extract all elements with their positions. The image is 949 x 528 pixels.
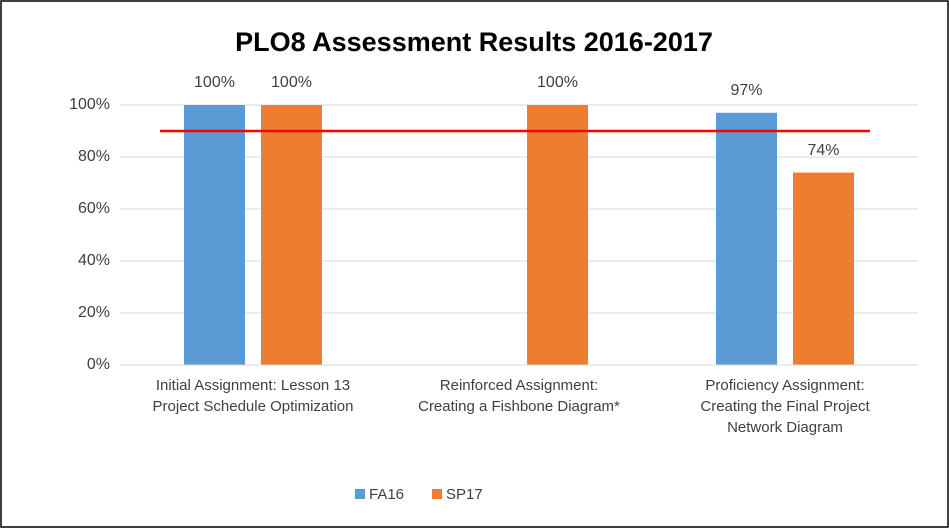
x-tick-label: Initial Assignment: Lesson 13 Project Sc… [152,377,354,415]
legend-swatch [432,489,442,499]
data-label: 100% [271,74,312,91]
y-tick-label: 20% [78,304,110,321]
y-tick-label: 80% [78,148,110,165]
legend-label: SP17 [446,486,483,503]
y-tick-label: 0% [87,356,110,373]
bar [261,105,322,365]
chart-title: PLO8 Assessment Results 2016-2017 [235,27,713,57]
bar [527,105,588,365]
data-label: 97% [730,82,762,99]
data-label: 74% [807,142,839,159]
bar [716,112,777,365]
legend-swatch [355,489,365,499]
data-label: 100% [537,74,578,91]
data-label: 100% [194,74,235,91]
y-tick-label: 40% [78,252,110,269]
x-tick-label: Reinforced Assignment: Creating a Fishbo… [418,377,620,415]
bar [184,105,245,365]
legend-label: FA16 [369,486,404,503]
bar [793,172,854,365]
y-tick-label: 60% [78,200,110,217]
x-tick-label: Proficiency Assignment: Creating the Fin… [700,377,870,436]
y-tick-label: 100% [69,96,110,113]
